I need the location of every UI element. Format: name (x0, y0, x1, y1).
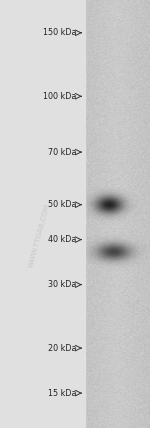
Text: 150 kDa: 150 kDa (43, 28, 76, 37)
Text: 20 kDa: 20 kDa (48, 344, 76, 353)
Text: 15 kDa: 15 kDa (48, 389, 76, 398)
Text: 50 kDa: 50 kDa (48, 200, 76, 209)
Bar (83, 0, 150, 428)
Text: WWW.TTGAB.COM: WWW.TTGAB.COM (28, 203, 50, 268)
Bar (0, 0, 85, 428)
Text: 100 kDa: 100 kDa (43, 92, 76, 101)
Text: 30 kDa: 30 kDa (48, 280, 76, 289)
Text: 70 kDa: 70 kDa (48, 148, 76, 157)
Text: 40 kDa: 40 kDa (48, 235, 76, 244)
